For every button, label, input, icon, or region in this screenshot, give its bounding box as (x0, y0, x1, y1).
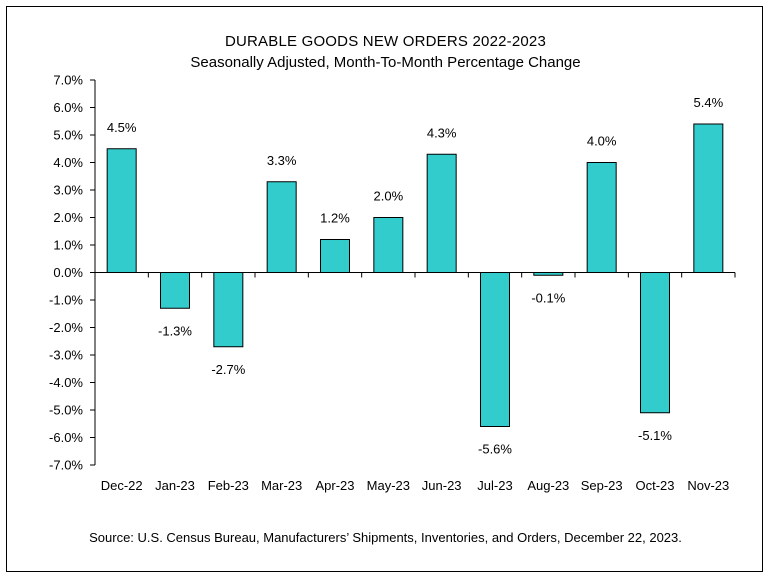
x-category-label: Feb-23 (208, 478, 249, 493)
y-tick-label: -2.0% (49, 320, 83, 335)
x-category-label: Mar-23 (261, 478, 302, 493)
chart-frame (6, 6, 763, 572)
x-category-label: Aug-23 (527, 478, 569, 493)
x-category-label: Sep-23 (581, 478, 623, 493)
bar-jul-23 (480, 272, 510, 427)
x-category-label: Apr-23 (315, 478, 354, 493)
x-category-label: Nov-23 (687, 478, 729, 493)
bar-oct-23 (640, 272, 670, 414)
data-label: -0.1% (531, 290, 565, 305)
data-label: 5.4% (694, 95, 724, 110)
y-tick-label: 3.0% (53, 183, 83, 198)
y-tick-label: -1.0% (49, 293, 83, 308)
bar-mar-23 (266, 181, 297, 273)
y-tick-label: 7.0% (53, 73, 83, 88)
data-label: -2.7% (211, 362, 245, 377)
x-category-label: May-23 (367, 478, 410, 493)
y-tick-label: 6.0% (53, 100, 83, 115)
data-label: 3.3% (267, 153, 297, 168)
bar-dec-22 (106, 148, 137, 273)
bar-nov-23 (693, 123, 724, 273)
y-tick-label: 0.0% (53, 265, 83, 280)
y-tick-label: -4.0% (49, 375, 83, 390)
chart-title: DURABLE GOODS NEW ORDERS 2022-2023 (224, 33, 547, 50)
data-label: 4.0% (587, 134, 617, 149)
y-tick-label: 5.0% (53, 128, 83, 143)
y-tick-label: -5.0% (49, 403, 83, 418)
data-label: 4.3% (427, 125, 457, 140)
y-tick-label: -3.0% (49, 348, 83, 363)
source-note: Source: U.S. Census Bureau, Manufacturer… (89, 530, 682, 545)
y-tick-label: 2.0% (53, 210, 83, 225)
x-category-label: Jan-23 (155, 478, 195, 493)
data-label: -5.1% (638, 428, 672, 443)
y-tick-label: -6.0% (49, 430, 83, 445)
chart-subtitle: Seasonally Adjusted, Month-To-Month Perc… (190, 54, 581, 71)
bar-feb-23 (213, 272, 244, 348)
data-label: -5.6% (478, 442, 512, 457)
bar-sep-23 (586, 162, 617, 273)
data-label: 2.0% (374, 189, 404, 204)
bar-may-23 (373, 217, 404, 273)
y-tick-label: -7.0% (49, 458, 83, 473)
data-label: 4.5% (107, 120, 137, 135)
x-category-label: Oct-23 (635, 478, 674, 493)
bar-jan-23 (160, 272, 190, 309)
y-tick-label: 1.0% (53, 238, 83, 253)
y-tick-label: 4.0% (53, 155, 83, 170)
data-label: 1.2% (320, 211, 350, 226)
bar-apr-23 (320, 239, 350, 273)
x-category-label: Jul-23 (477, 478, 512, 493)
x-category-label: Dec-22 (101, 478, 143, 493)
data-label: -1.3% (158, 323, 192, 338)
x-category-label: Jun-23 (422, 478, 462, 493)
bar-jun-23 (426, 153, 457, 273)
